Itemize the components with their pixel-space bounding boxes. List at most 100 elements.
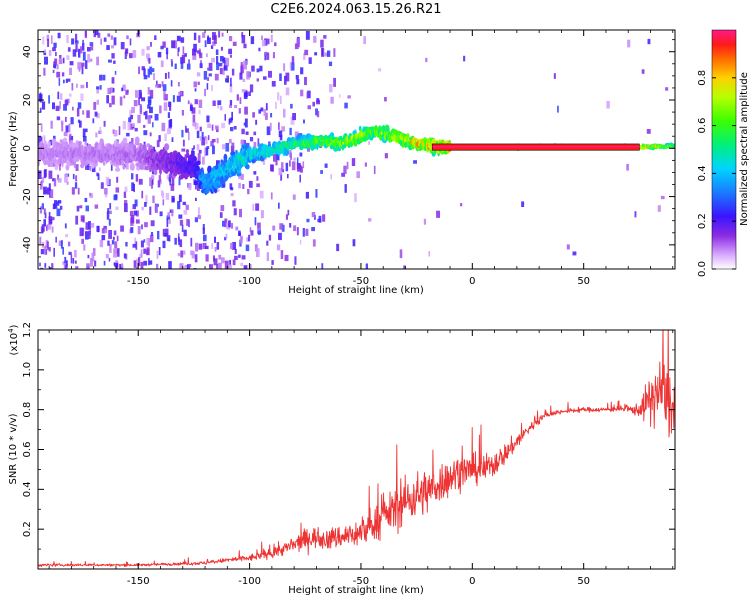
spectrogram-speckle (243, 60, 247, 70)
spectrogram-speckle (82, 128, 86, 138)
spectrogram-speckle (79, 120, 82, 128)
spectrogram-speckle (336, 243, 340, 252)
spectrogram-speckle (155, 204, 158, 213)
spectrogram-speckle (172, 176, 175, 186)
spectrogram-speckle (205, 245, 209, 250)
spectrogram-speckle (137, 114, 141, 124)
spectrogram-speckle (185, 128, 189, 133)
spectrogram-speckle (167, 112, 170, 118)
x-tick-label: -50 (353, 276, 369, 287)
spectrogram-speckle (150, 232, 154, 236)
spectrogram-speckle (141, 206, 144, 211)
spectrogram-speckle (244, 118, 248, 128)
spectrogram-speckle (113, 60, 116, 64)
colorbar-tick-label: 0.8 (697, 70, 708, 86)
spectrogram-speckle (87, 47, 91, 52)
snr-y-axis-label: SNR (10 * v/v) (8, 413, 19, 484)
spectrogram-speckle (171, 137, 174, 142)
spectrogram-speckle (192, 122, 197, 127)
spectrogram-speckle (146, 237, 149, 246)
x-tick-label: -150 (127, 276, 150, 287)
spectrogram-speckle (195, 197, 197, 201)
spectrogram-speckle (272, 52, 275, 59)
spectrogram-speckle (179, 239, 183, 248)
spectrogram-speckle (308, 57, 312, 64)
spectrogram-speckle (64, 223, 67, 229)
spectrogram-speckle (665, 87, 669, 91)
spectrogram-speckle (151, 180, 153, 189)
spectrogram-speckle (158, 135, 161, 142)
spectrogram-speckle (260, 210, 264, 219)
spectrogram-speckle (50, 120, 53, 129)
spectrogram-speckle (315, 189, 318, 198)
spectrogram-speckle (85, 60, 88, 69)
spectrogram-speckle (229, 117, 233, 123)
spectrogram-speckle (116, 176, 119, 183)
spectrogram-speckle (351, 158, 356, 166)
spectrogram-speckle (178, 47, 180, 52)
spectrogram-speckle (285, 87, 290, 96)
spectrogram-speckle (167, 153, 170, 158)
spectrogram-speckle (257, 222, 261, 232)
spectrogram-speckle (157, 180, 161, 188)
spectrogram-speckle (181, 129, 184, 138)
spectrogram-speckle (74, 260, 77, 264)
x-tick-label: -100 (238, 276, 261, 287)
spectrogram-speckle (63, 261, 66, 269)
spectrogram-speckle (221, 144, 226, 150)
spectrogram-speckle (57, 178, 62, 183)
spectrogram-speckle (234, 248, 237, 254)
spectrogram-speckle (170, 59, 173, 62)
spectrogram-speckle (460, 203, 463, 207)
spectrogram-speckle (299, 152, 303, 157)
spectrogram-speckle (84, 197, 88, 203)
spectrogram-speckle (111, 45, 114, 49)
spectrogram-speckle (228, 220, 231, 228)
spectrogram-speckle (53, 178, 57, 187)
spectrogram-speckle (162, 41, 166, 48)
spectrogram-speckle (210, 141, 214, 147)
spectrogram-speckle (275, 101, 277, 109)
spectrogram-speckle (96, 56, 99, 66)
spectrogram-speckle (148, 58, 151, 64)
spectrogram-speckle (85, 222, 90, 230)
spectrogram-speckle (122, 120, 126, 130)
spectrogram-speckle (48, 247, 51, 252)
spectrogram-speckle (149, 132, 152, 137)
spectrogram-speckle (330, 174, 332, 180)
spectrogram-speckle (44, 189, 48, 194)
spectrogram-speckle (147, 104, 151, 109)
spectrogram-speckle (264, 38, 268, 46)
spectrogram-speckle (196, 50, 201, 54)
spectrogram-speckle (128, 117, 132, 123)
spectrogram-speckle (111, 240, 115, 245)
spectrogram-speckle (57, 174, 59, 181)
spectrogram-speckle (228, 48, 232, 55)
spectrogram-speckle (207, 37, 211, 44)
spectrogram-speckle (38, 170, 42, 179)
spectrogram-speckle (197, 207, 200, 217)
spectrogram-speckle (149, 177, 152, 187)
spectrogram-cell (84, 141, 88, 146)
spectrogram-speckle (60, 120, 64, 125)
spectrogram-speckle (52, 203, 56, 210)
spectrogram-speckle (219, 212, 223, 218)
spectrogram-speckle (191, 107, 196, 114)
spectrogram-speckle (139, 92, 142, 98)
spectrogram-speckle (103, 228, 108, 234)
spectrogram-speckle (51, 226, 54, 233)
spectrogram-speckle (87, 254, 90, 259)
spectrogram-speckle (72, 49, 77, 57)
spectrogram-speckle (79, 227, 84, 237)
spectrogram-speckle (171, 60, 173, 67)
spectrogram-speckle (224, 260, 229, 269)
spectrogram-speckle (278, 167, 282, 176)
spectrogram-speckle (303, 119, 305, 124)
y-tick-label: 0 (22, 145, 33, 151)
spectrogram-speckle (90, 44, 94, 51)
spectrogram-speckle (103, 37, 107, 42)
spectrogram-speckle (59, 101, 61, 110)
spectrogram-speckle (39, 236, 42, 245)
spectrogram-speckle (198, 35, 201, 43)
spectrogram-speckle (229, 83, 233, 93)
